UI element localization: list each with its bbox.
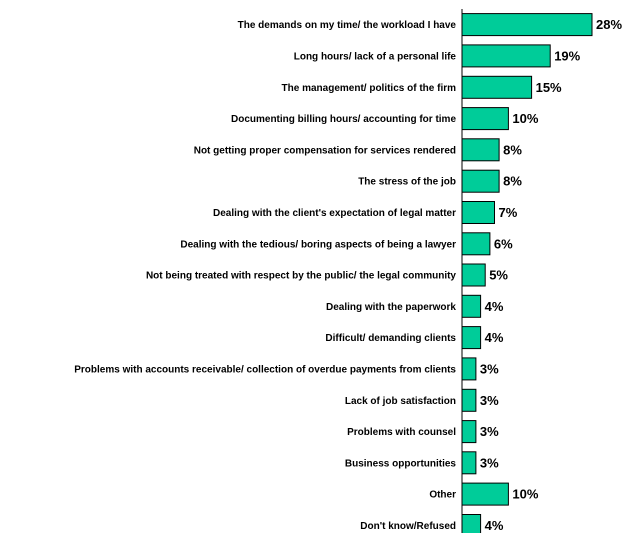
bar — [461, 514, 482, 533]
bar — [461, 75, 533, 99]
value-label: 3% — [480, 424, 499, 439]
bar — [461, 294, 482, 318]
bar — [461, 263, 486, 287]
value-label: 7% — [499, 205, 518, 220]
bar — [461, 44, 551, 68]
category-label: The demands on my time/ the workload I h… — [238, 20, 457, 31]
category-label: Not getting proper compensation for serv… — [194, 145, 456, 156]
category-label: The management/ politics of the firm — [282, 83, 457, 94]
bar — [461, 169, 500, 193]
bar — [461, 482, 509, 506]
value-label: 8% — [503, 174, 522, 189]
value-label: 3% — [480, 361, 499, 376]
category-label: Dealing with the client's expectation of… — [213, 208, 456, 219]
bar — [461, 201, 495, 224]
bar — [461, 388, 477, 412]
category-label: Not being treated with respect by the pu… — [146, 271, 456, 282]
bar — [461, 107, 509, 131]
bar — [461, 138, 500, 162]
category-label: Problems with counsel — [347, 427, 456, 438]
value-label: 19% — [554, 48, 580, 63]
value-label: 4% — [485, 518, 504, 533]
category-label: Long hours/ lack of a personal life — [294, 51, 457, 62]
value-label: 4% — [485, 299, 504, 314]
value-label: 5% — [489, 268, 508, 283]
value-label: 3% — [480, 393, 499, 408]
bar — [461, 326, 482, 350]
category-label: Dealing with the tedious/ boring aspects… — [180, 239, 456, 250]
value-label: 10% — [512, 487, 538, 502]
value-label: 15% — [536, 80, 562, 95]
category-label: Business opportunities — [345, 458, 457, 469]
value-label: 10% — [512, 111, 538, 126]
category-label: The stress of the job — [358, 177, 456, 188]
bar — [461, 13, 593, 37]
value-labels-group: 28% 19% 15% 10% 8% 8% 7% 6% 5% 4% 4% 3% 3% 3% 3% 10% 4% — [480, 17, 623, 533]
bar — [461, 420, 477, 444]
bar — [461, 357, 477, 381]
category-label: Other — [429, 490, 456, 501]
bar — [461, 451, 477, 475]
category-labels-group: The demands on my time/ the workload I h… — [74, 20, 456, 532]
bar — [461, 232, 491, 256]
category-label: Dealing with the paperwork — [326, 302, 456, 313]
value-label: 6% — [494, 236, 513, 251]
value-label: 3% — [480, 455, 499, 470]
category-label: Documenting billing hours/ accounting fo… — [231, 114, 456, 125]
category-label: Don't know/Refused — [360, 521, 456, 532]
category-label: Problems with accounts receivable/ colle… — [74, 364, 456, 375]
category-label: Difficult/ demanding clients — [325, 333, 456, 344]
value-label: 28% — [596, 17, 622, 32]
category-label: Lack of job satisfaction — [345, 396, 456, 407]
value-label: 8% — [503, 142, 522, 157]
value-label: 4% — [485, 330, 504, 345]
